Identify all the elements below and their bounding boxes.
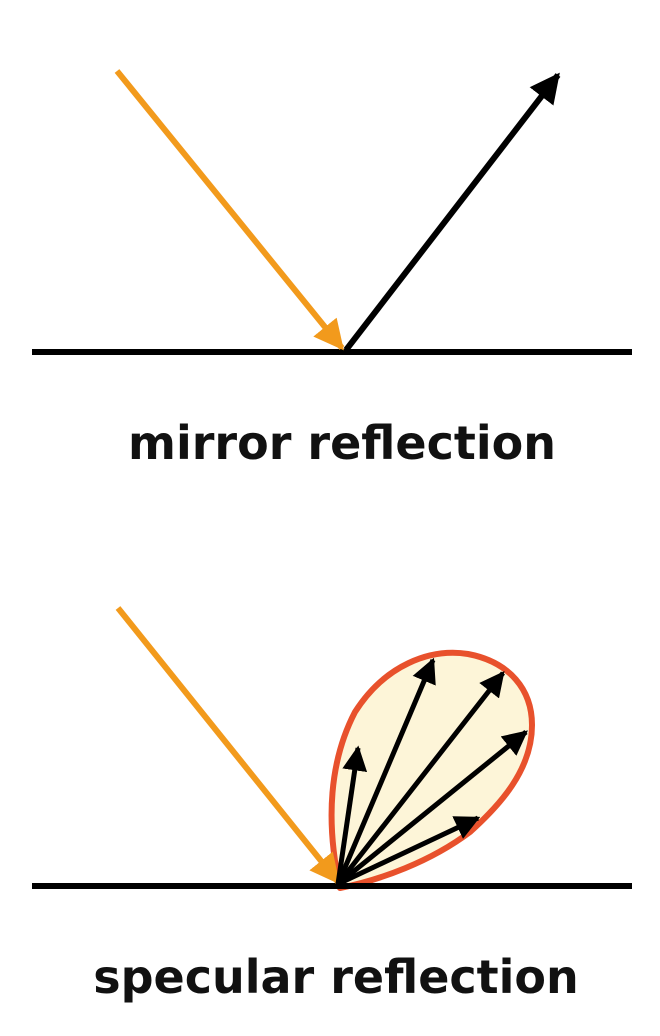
specular-reflection-caption: specular reflection bbox=[93, 950, 579, 1004]
specular-incident-ray bbox=[115, 606, 341, 885]
mirror-reflected-ray bbox=[343, 72, 561, 352]
reflected-ray-fan bbox=[335, 657, 528, 887]
reflected-ray-3 bbox=[336, 671, 505, 886]
reflected-ray-1 bbox=[335, 745, 368, 885]
specular-reflection-diagram bbox=[32, 606, 632, 891]
reflected-ray-4 bbox=[336, 730, 528, 886]
mirror-incident-ray bbox=[114, 69, 345, 351]
reflected-ray-2 bbox=[335, 657, 436, 885]
mirror-reflection-diagram bbox=[32, 69, 632, 355]
reflected-ray-5 bbox=[336, 815, 481, 887]
mirror-reflection-caption: mirror reflection bbox=[128, 416, 556, 470]
